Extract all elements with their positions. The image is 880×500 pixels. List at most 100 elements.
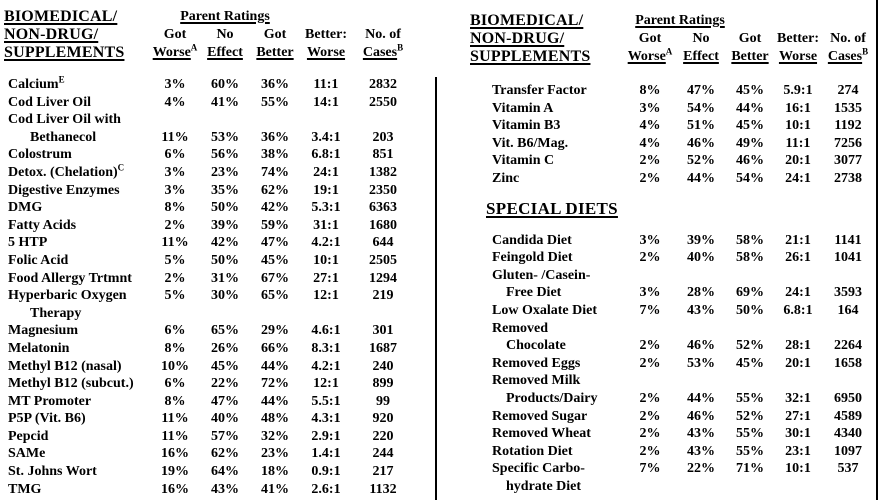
- table-row: Magnesium 6% 65% 29% 4.6:1 301: [0, 322, 434, 340]
- column-header-line2: Worse: [774, 48, 822, 66]
- cell-got-worse: 10%: [161, 358, 189, 374]
- cell-better-worse-ratio: 31:1: [313, 217, 339, 233]
- row-label: Vitamin B3: [492, 118, 561, 134]
- cell-no-of-cases: 2738: [834, 170, 862, 186]
- cell-no-effect: 45%: [211, 358, 239, 374]
- row-label: SAMe: [8, 446, 46, 462]
- column-header-line2: CasesB: [822, 47, 874, 66]
- cell-better-worse-ratio: 12:1: [313, 288, 339, 304]
- ratings-header: Parent Ratings Got WorseA No Effect Got Bette…: [150, 8, 434, 62]
- row-label: Fatty Acids: [8, 217, 77, 233]
- cell-got-worse: 3%: [639, 232, 661, 248]
- column-header: No. of CasesB: [352, 26, 414, 62]
- cell-got-better: 55%: [736, 426, 764, 442]
- cell-no-effect: 57%: [211, 428, 239, 444]
- table-row: Zinc 2% 44% 54% 24:1 2738: [440, 170, 876, 188]
- cell-got-better: 49%: [736, 135, 764, 151]
- cell-got-worse: 3%: [639, 285, 661, 301]
- cell-got-better: 44%: [261, 393, 289, 409]
- cell-better-worse-ratio: 6.8:1: [311, 147, 341, 163]
- cell-got-better: 32%: [261, 428, 289, 444]
- cell-got-better: 45%: [736, 118, 764, 134]
- cell-better-worse-ratio: 24:1: [785, 170, 811, 186]
- row-label: Vitamin C: [492, 153, 555, 169]
- cell-no-effect: 43%: [687, 426, 715, 442]
- table-row: Vitamin A 3% 54% 44% 16:1 1535: [440, 100, 876, 118]
- ratings-header: Parent Ratings Got WorseA No Effect Got Bette…: [624, 12, 876, 66]
- cell-no-effect: 52%: [687, 153, 715, 169]
- left-table: BIOMEDICAL/ NON-DRUG/ SUPPLEMENTS Parent…: [0, 0, 434, 500]
- cell-no-effect: 43%: [687, 302, 715, 318]
- cell-no-effect: 46%: [687, 338, 715, 354]
- cell-no-effect: 50%: [211, 252, 239, 268]
- cell-got-worse: 2%: [639, 426, 661, 442]
- cell-no-effect: 65%: [211, 323, 239, 339]
- cell-no-effect: [200, 111, 250, 129]
- column-header-text: Worse: [778, 49, 818, 64]
- cell-got-worse: 4%: [639, 135, 661, 151]
- cell-better-worse-ratio: [774, 320, 822, 338]
- cell-got-better: [726, 320, 774, 338]
- row-label: Colostrum: [8, 147, 72, 163]
- cell-no-effect: 31%: [211, 270, 239, 286]
- table-row: Melatonin 8% 26% 66% 8.3:1 1687: [0, 340, 434, 358]
- table-row: Digestive Enzymes 3% 35% 62% 19:1 2350: [0, 182, 434, 200]
- cell-no-effect: 46%: [687, 135, 715, 151]
- cell-better-worse-ratio: 30:1: [785, 426, 811, 442]
- cell-got-better: 55%: [736, 443, 764, 459]
- column-header-line1: Better:: [777, 31, 819, 46]
- cell-no-effect: 53%: [687, 355, 715, 371]
- cell-no-of-cases: 6950: [834, 390, 862, 406]
- cell-no-effect: 53%: [211, 129, 239, 145]
- cell-got-better: 52%: [736, 338, 764, 354]
- row-label: Removed Wheat: [492, 426, 591, 442]
- cell-got-worse: 2%: [164, 217, 186, 233]
- footnote-marker: B: [397, 42, 404, 53]
- column-header-line2: Worse: [300, 44, 352, 62]
- cell-better-worse-ratio: 5.5:1: [311, 393, 341, 409]
- cell-no-effect: 62%: [211, 446, 239, 462]
- row-label: Low Oxalate Diet: [492, 302, 597, 318]
- table-title: BIOMEDICAL/ NON-DRUG/ SUPPLEMENTS: [0, 8, 150, 62]
- cell-better-worse-ratio: [774, 372, 822, 390]
- title-line: SUPPLEMENTS: [470, 48, 591, 65]
- cell-got-worse: 7%: [639, 302, 661, 318]
- cell-no-of-cases: 217: [372, 464, 394, 480]
- column-header-line1: No. of: [830, 31, 866, 46]
- row-label: Specific Carbo-: [492, 461, 585, 477]
- cell-got-better: [726, 478, 774, 496]
- cell-better-worse-ratio: 5.9:1: [783, 83, 813, 98]
- column-header: Better: Worse: [774, 30, 822, 66]
- cell-no-of-cases: 920: [372, 411, 394, 427]
- cell-no-of-cases: 1132: [369, 481, 397, 497]
- column-header-line1: Got: [738, 31, 762, 46]
- cell-no-effect: 28%: [687, 285, 715, 301]
- column-header-line1: No. of: [365, 27, 401, 42]
- cell-got-worse: 8%: [639, 83, 661, 98]
- cell-no-effect: 40%: [211, 411, 239, 427]
- right-table: BIOMEDICAL/ NON-DRUG/ SUPPLEMENTS Parent…: [440, 0, 876, 500]
- cell-better-worse-ratio: 14:1: [313, 94, 339, 110]
- cell-no-of-cases: 1097: [834, 443, 862, 459]
- cell-got-worse: 4%: [164, 94, 186, 110]
- footnote-marker: A: [190, 42, 198, 53]
- table-row: Vitamin C 2% 52% 46% 20:1 3077: [440, 152, 876, 170]
- table-row: Hyperbaric Oxygen 5% 30% 65% 12:1 219: [0, 287, 434, 305]
- column-header-line1: No: [692, 31, 710, 46]
- cell-no-of-cases: 203: [372, 129, 394, 145]
- cell-got-worse: 2%: [639, 153, 661, 169]
- cell-got-better: 52%: [736, 408, 764, 424]
- cell-better-worse-ratio: 0.9:1: [311, 464, 341, 480]
- cell-got-worse: 2%: [639, 170, 661, 186]
- cell-no-effect: 39%: [687, 232, 715, 248]
- column-header: No. of CasesB: [822, 30, 874, 66]
- row-label: Vitamin A: [492, 100, 554, 116]
- cell-got-better: 41%: [261, 481, 289, 497]
- cell-no-of-cases: 220: [372, 428, 394, 444]
- row-label: Melatonin: [8, 340, 70, 356]
- row-label: MT Promoter: [8, 393, 92, 409]
- cell-got-worse: 2%: [639, 250, 661, 266]
- left-table-header: BIOMEDICAL/ NON-DRUG/ SUPPLEMENTS Parent…: [0, 0, 434, 62]
- column-header-line2: WorseA: [150, 42, 200, 62]
- cell-no-of-cases: 644: [372, 235, 394, 251]
